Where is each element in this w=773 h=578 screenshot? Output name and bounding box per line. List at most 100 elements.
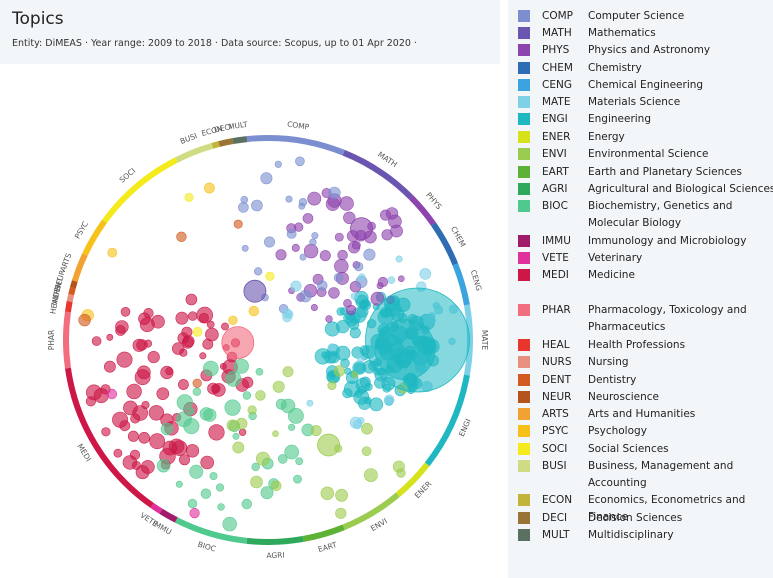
topic-bubble-bioc[interactable] xyxy=(242,391,252,400)
topic-bubble-comp[interactable] xyxy=(333,273,344,283)
topic-bubble-envi[interactable] xyxy=(272,380,285,393)
topic-bubble-medi[interactable] xyxy=(148,405,165,421)
topic-bubble-envi[interactable] xyxy=(396,468,406,478)
topic-bubble-large-engi[interactable] xyxy=(374,319,436,381)
topic-bubble-medi[interactable] xyxy=(199,352,207,360)
topic-bubble-comp[interactable] xyxy=(238,202,249,213)
topic-bubble-phys[interactable] xyxy=(370,291,385,306)
topic-bubble-medi[interactable] xyxy=(138,312,151,325)
topic-bubble-bioc[interactable] xyxy=(176,394,193,411)
topic-bubble-bioc[interactable] xyxy=(183,418,200,435)
topic-bubble-comp[interactable] xyxy=(254,267,263,276)
topic-bubble-comp[interactable] xyxy=(328,186,341,200)
topic-bubble-dent[interactable] xyxy=(233,219,243,229)
topic-bubble-comp[interactable] xyxy=(241,244,249,252)
topic-bubble-bioc[interactable] xyxy=(209,472,218,481)
topic-bubble-bioc[interactable] xyxy=(187,498,198,509)
topic-bubble-medi[interactable] xyxy=(208,424,225,441)
topic-bubble-mate[interactable] xyxy=(395,255,403,263)
topic-bubble-engi[interactable] xyxy=(324,321,340,337)
topic-bubble-mate[interactable] xyxy=(327,343,336,352)
topic-bubble-psyc[interactable] xyxy=(107,247,118,258)
topic-bubble-medi[interactable] xyxy=(120,307,131,317)
topic-bubble-soci[interactable] xyxy=(192,326,203,337)
topic-bubble-bioc[interactable] xyxy=(277,454,288,464)
topic-bubble-bioc[interactable] xyxy=(192,387,202,396)
topic-bubble-bioc[interactable] xyxy=(199,407,213,421)
topic-bubble-envi[interactable] xyxy=(361,422,373,435)
topic-bubble-phys[interactable] xyxy=(275,249,287,261)
topic-bubble-mate[interactable] xyxy=(290,280,302,292)
topic-bubble-phys[interactable] xyxy=(294,222,304,232)
topic-bubble-mate[interactable] xyxy=(357,355,365,363)
topic-bubble-medi[interactable] xyxy=(149,433,166,450)
topic-bubble-dent[interactable] xyxy=(176,231,187,243)
topic-bubble-medi[interactable] xyxy=(181,336,194,349)
topic-bubble-medi[interactable] xyxy=(132,405,148,421)
topic-bubble-engi[interactable] xyxy=(340,358,350,368)
topic-bubble-medi[interactable] xyxy=(242,376,254,389)
topic-bubble-large-phar[interactable] xyxy=(221,326,255,360)
topic-bubble-bioc[interactable] xyxy=(232,432,240,440)
topic-bubble-medi[interactable] xyxy=(140,460,155,474)
topic-bubble-envi[interactable] xyxy=(232,441,245,454)
topic-bubble-bioc[interactable] xyxy=(280,398,296,414)
topic-bubble-phys[interactable] xyxy=(291,243,300,252)
topic-bubble-bioc[interactable] xyxy=(225,370,242,387)
topic-bubble-comp[interactable] xyxy=(260,172,273,185)
topic-bubble-medi[interactable] xyxy=(113,448,123,458)
topic-bubble-medi[interactable] xyxy=(86,384,102,401)
topic-bubble-medi[interactable] xyxy=(151,314,165,329)
topic-bubble-medi[interactable] xyxy=(207,382,219,395)
topic-bubble-medi[interactable] xyxy=(91,336,102,346)
topic-bubble-mate[interactable] xyxy=(282,312,292,323)
topic-bubble-comp[interactable] xyxy=(298,198,308,207)
topic-bubble-bioc[interactable] xyxy=(203,360,219,377)
topic-bubble-soci[interactable] xyxy=(265,271,275,281)
topic-bubble-medi[interactable] xyxy=(221,322,229,331)
topic-bubble-envi[interactable] xyxy=(335,488,348,502)
topic-bubble-mate[interactable] xyxy=(384,394,395,405)
topic-bubble-phys[interactable] xyxy=(302,213,314,224)
topic-bubble-bioc[interactable] xyxy=(187,407,195,415)
topic-bubble-bioc[interactable] xyxy=(224,399,241,416)
topic-bubble-medi[interactable] xyxy=(200,455,214,470)
topic-bubble-envi[interactable] xyxy=(255,390,266,401)
topic-bubble-phys[interactable] xyxy=(334,232,344,242)
topic-bubble-bioc[interactable] xyxy=(287,407,304,424)
topic-bubble-envi[interactable] xyxy=(335,507,347,519)
topic-bubble-medi[interactable] xyxy=(185,444,200,458)
topic-bubble-comp[interactable] xyxy=(354,262,364,272)
topic-bubble-medi[interactable] xyxy=(115,320,129,334)
topic-bubble-psyc[interactable] xyxy=(203,182,215,194)
topic-bubble-engi[interactable] xyxy=(348,318,360,330)
topic-bubble-envi[interactable] xyxy=(361,446,372,457)
topic-bubble-medi[interactable] xyxy=(238,428,247,436)
topic-bubble-bioc[interactable] xyxy=(233,358,249,374)
topic-bubble-medi[interactable] xyxy=(101,427,111,437)
topic-bubble-envi[interactable] xyxy=(363,468,378,482)
topic-bubble-envi[interactable] xyxy=(226,419,239,432)
topic-bubble-engi[interactable] xyxy=(369,397,384,412)
topic-bubble-bioc[interactable] xyxy=(255,367,264,376)
topic-bubble-comp[interactable] xyxy=(309,238,317,246)
topic-bubble-medi[interactable] xyxy=(205,327,219,342)
topic-bubble-medi[interactable] xyxy=(185,293,198,306)
topic-bubble-mate[interactable] xyxy=(387,276,396,284)
topic-bubble-envi[interactable] xyxy=(333,365,346,377)
topic-bubble-envi[interactable] xyxy=(310,425,322,437)
topic-bubble-engi[interactable] xyxy=(335,345,351,361)
topic-bubble-medi[interactable] xyxy=(196,306,213,324)
topic-bubble-medi[interactable] xyxy=(177,379,189,390)
topic-bubble-engi[interactable] xyxy=(364,382,373,391)
topic-bubble-mate[interactable] xyxy=(306,399,314,407)
topic-bubble-phys[interactable] xyxy=(328,287,340,299)
topic-bubble-comp[interactable] xyxy=(363,248,376,261)
topic-bubble-mate[interactable] xyxy=(350,292,358,300)
topic-bubble-engi[interactable] xyxy=(357,396,371,410)
topic-bubble-envi[interactable] xyxy=(250,475,263,489)
topic-bubble-medi[interactable] xyxy=(144,339,153,348)
topic-bubble-comp[interactable] xyxy=(286,228,297,239)
topic-bubble-bioc[interactable] xyxy=(160,422,174,436)
topic-bubble-bioc[interactable] xyxy=(284,444,300,460)
